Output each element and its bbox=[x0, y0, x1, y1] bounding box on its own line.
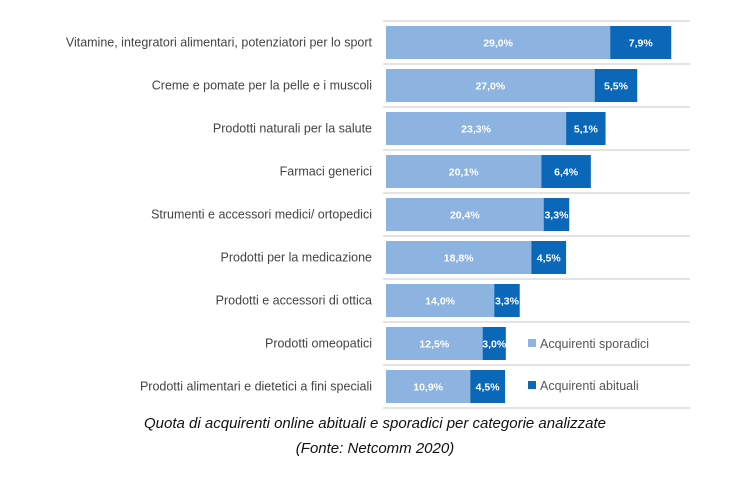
bar-habitual bbox=[470, 370, 506, 403]
bar-sporadic bbox=[386, 69, 595, 102]
bar-sporadic bbox=[386, 198, 544, 231]
bar-habitual bbox=[531, 241, 567, 274]
data-label: 27,0% bbox=[475, 81, 505, 93]
bar-sporadic bbox=[386, 112, 567, 145]
category-label: Prodotti omeopatici bbox=[265, 337, 372, 351]
data-label: 6,4% bbox=[554, 167, 579, 179]
caption-title: Quota di acquirenti online abituali e sp… bbox=[144, 415, 606, 432]
data-label: 4,5% bbox=[537, 253, 562, 265]
legend-swatch bbox=[528, 339, 536, 347]
bar-habitual bbox=[610, 26, 672, 59]
data-label: 3,0% bbox=[482, 339, 507, 351]
category-label: Farmaci generici bbox=[280, 165, 372, 179]
bar-sporadic bbox=[386, 155, 542, 188]
bar-habitual bbox=[566, 112, 606, 145]
legend-label: Acquirenti sporadici bbox=[540, 337, 649, 351]
data-label: 20,1% bbox=[449, 167, 479, 179]
bar-habitual bbox=[594, 69, 638, 102]
bar-habitual bbox=[482, 327, 506, 360]
data-label: 14,0% bbox=[425, 296, 455, 308]
bar-sporadic bbox=[386, 327, 483, 360]
data-label: 20,4% bbox=[450, 210, 480, 222]
caption-source: (Fonte: Netcomm 2020) bbox=[295, 440, 455, 457]
category-label: Prodotti naturali per la salute bbox=[213, 122, 372, 136]
legend-label: Acquirenti abituali bbox=[540, 379, 639, 393]
category-label: Prodotti alimentari e dietetici a fini s… bbox=[140, 380, 372, 394]
category-label: Vitamine, integratori alimentari, potenz… bbox=[66, 36, 373, 50]
data-label: 3,3% bbox=[544, 210, 569, 222]
data-label: 29,0% bbox=[483, 38, 513, 50]
bar-sporadic bbox=[386, 241, 532, 274]
data-label: 23,3% bbox=[461, 124, 491, 136]
data-label: 5,1% bbox=[574, 124, 599, 136]
bar-habitual bbox=[541, 155, 591, 188]
category-label: Strumenti e accessori medici/ ortopedici bbox=[151, 208, 372, 222]
data-label: 12,5% bbox=[419, 339, 449, 351]
category-label: Prodotti per la medicazione bbox=[221, 251, 373, 265]
stacked-bar-chart: Vitamine, integratori alimentari, potenz… bbox=[66, 20, 690, 409]
data-label: 4,5% bbox=[476, 382, 501, 394]
bar-sporadic bbox=[386, 284, 495, 317]
category-label: Prodotti e accessori di ottica bbox=[216, 294, 372, 308]
data-label: 5,5% bbox=[604, 81, 629, 93]
bar-sporadic bbox=[386, 26, 611, 59]
legend-swatch bbox=[528, 381, 536, 389]
category-label: Creme e pomate per la pelle e i muscoli bbox=[152, 79, 372, 93]
data-label: 18,8% bbox=[444, 253, 474, 265]
bar-habitual bbox=[494, 284, 520, 317]
bar-habitual bbox=[543, 198, 570, 231]
bar-sporadic bbox=[386, 370, 471, 403]
data-label: 7,9% bbox=[629, 38, 654, 50]
data-label: 10,9% bbox=[413, 382, 443, 394]
data-label: 3,3% bbox=[495, 296, 520, 308]
